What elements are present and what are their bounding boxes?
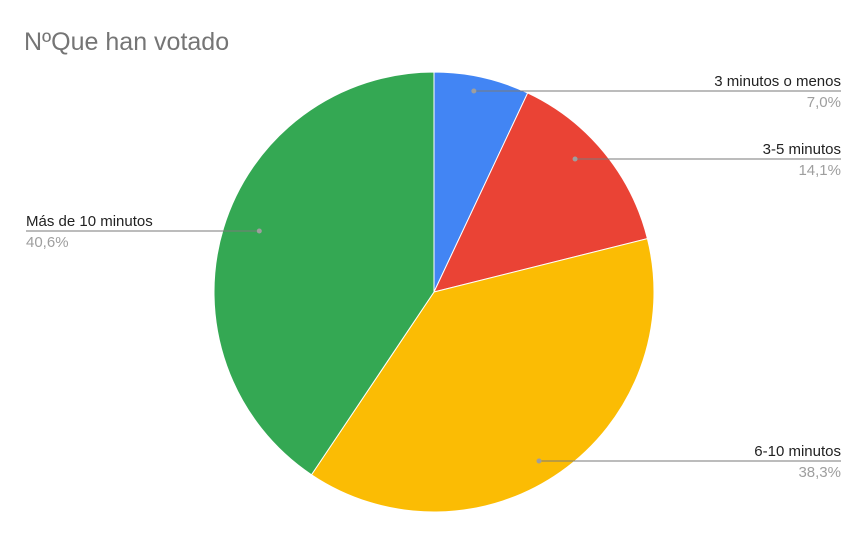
pie-slice-2 [433,92,649,293]
pie-slice-3 [310,238,655,513]
leader-dot-4 [256,228,262,234]
slice-label-1: 3 minutos o menos [714,73,841,90]
slice-label-4: Más de 10 minutos [26,213,153,230]
chart-title: NºQue han votado [24,28,229,56]
slice-label-3: 6-10 minutos [754,443,841,460]
slice-label-2: 3-5 minutos [763,141,841,158]
slice-percent-2: 14,1% [798,162,841,179]
leader-dot-2 [572,156,578,162]
pie-slices [213,71,655,513]
leader-dot-3 [536,458,542,464]
slice-labels: 3 minutos o menos 7,0% 3-5 minutos 14,1% 6-1… [26,73,841,481]
slice-percent-1: 7,0% [807,94,841,111]
leader-dot-1 [471,88,477,94]
slice-percent-3: 38,3% [798,464,841,481]
pie-slice-4 [213,71,435,476]
slice-percent-4: 40,6% [26,234,69,251]
